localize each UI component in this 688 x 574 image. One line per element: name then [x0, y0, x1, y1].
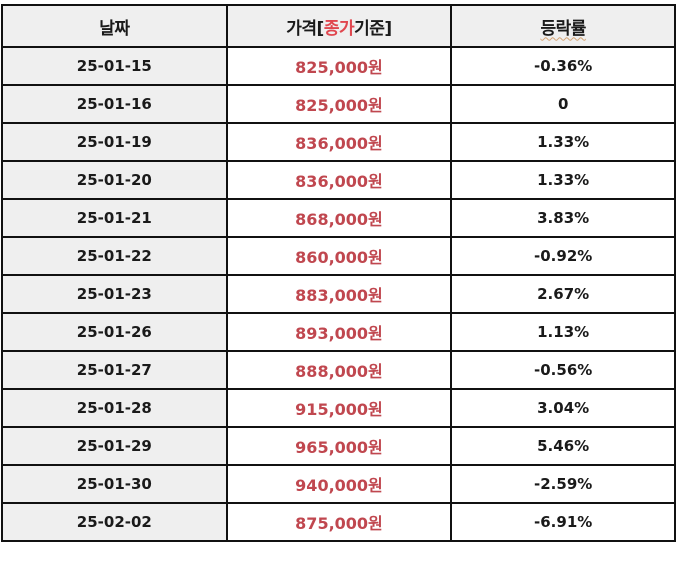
- date-cell: 25-01-20: [1, 160, 228, 200]
- header-date-label: 날짜: [99, 18, 130, 39]
- date-cell: 25-01-16: [1, 84, 228, 124]
- change-cell: -2.59%: [450, 464, 676, 504]
- change-cell: -6.91%: [450, 502, 676, 542]
- header-price: 가격[종가기준]: [225, 4, 453, 48]
- header-change: 등락률: [450, 4, 676, 48]
- date-cell: 25-01-29: [1, 426, 228, 466]
- table-row: 25-01-22 860,000원 -0.92%: [1, 236, 676, 276]
- table-row: 25-01-27 888,000원 -0.56%: [1, 350, 676, 390]
- date-cell: 25-02-02: [1, 502, 228, 542]
- price-cell: 875,000원: [225, 502, 453, 542]
- header-change-label: 등락률: [540, 18, 586, 39]
- change-cell: 0: [450, 84, 676, 124]
- date-cell: 25-01-28: [1, 388, 228, 428]
- table-row: 25-01-15 825,000원 -0.36%: [1, 46, 676, 86]
- table-row: 25-01-29 965,000원 5.46%: [1, 426, 676, 466]
- header-price-accent: 종가: [323, 18, 355, 39]
- header-price-suffix: 기준]: [354, 18, 392, 39]
- price-cell: 860,000원: [225, 236, 453, 276]
- table-row: 25-01-21 868,000원 3.83%: [1, 198, 676, 238]
- date-cell: 25-01-22: [1, 236, 228, 276]
- price-cell: 836,000원: [225, 160, 453, 200]
- date-cell: 25-01-19: [1, 122, 228, 162]
- stock-price-table: 날짜 가격[종가기준] 등락률 25-01-15 825,000원 -0.36%…: [1, 4, 676, 542]
- change-cell: 5.46%: [450, 426, 676, 466]
- change-cell: 1.33%: [450, 160, 676, 200]
- table-row: 25-01-16 825,000원 0: [1, 84, 676, 124]
- change-cell: 1.13%: [450, 312, 676, 352]
- date-cell: 25-01-30: [1, 464, 228, 504]
- header-price-prefix: 가격[: [286, 18, 324, 39]
- date-cell: 25-01-26: [1, 312, 228, 352]
- table-row: 25-02-02 875,000원 -6.91%: [1, 502, 676, 542]
- price-cell: 965,000원: [225, 426, 453, 466]
- change-cell: -0.56%: [450, 350, 676, 390]
- price-cell: 888,000원: [225, 350, 453, 390]
- price-cell: 836,000원: [225, 122, 453, 162]
- price-cell: 825,000원: [225, 84, 453, 124]
- price-cell: 883,000원: [225, 274, 453, 314]
- header-row: 날짜 가격[종가기준] 등락률: [1, 4, 676, 48]
- change-cell: -0.36%: [450, 46, 676, 86]
- table-row: 25-01-28 915,000원 3.04%: [1, 388, 676, 428]
- price-cell: 893,000원: [225, 312, 453, 352]
- change-cell: 3.83%: [450, 198, 676, 238]
- table-row: 25-01-23 883,000원 2.67%: [1, 274, 676, 314]
- price-cell: 915,000원: [225, 388, 453, 428]
- change-cell: 2.67%: [450, 274, 676, 314]
- date-cell: 25-01-27: [1, 350, 228, 390]
- header-date: 날짜: [1, 4, 228, 48]
- table-row: 25-01-19 836,000원 1.33%: [1, 122, 676, 162]
- price-cell: 940,000원: [225, 464, 453, 504]
- date-cell: 25-01-23: [1, 274, 228, 314]
- price-cell: 868,000원: [225, 198, 453, 238]
- date-cell: 25-01-21: [1, 198, 228, 238]
- change-cell: 1.33%: [450, 122, 676, 162]
- price-cell: 825,000원: [225, 46, 453, 86]
- table-row: 25-01-30 940,000원 -2.59%: [1, 464, 676, 504]
- date-cell: 25-01-15: [1, 46, 228, 86]
- change-cell: -0.92%: [450, 236, 676, 276]
- table-row: 25-01-20 836,000원 1.33%: [1, 160, 676, 200]
- table-row: 25-01-26 893,000원 1.13%: [1, 312, 676, 352]
- change-cell: 3.04%: [450, 388, 676, 428]
